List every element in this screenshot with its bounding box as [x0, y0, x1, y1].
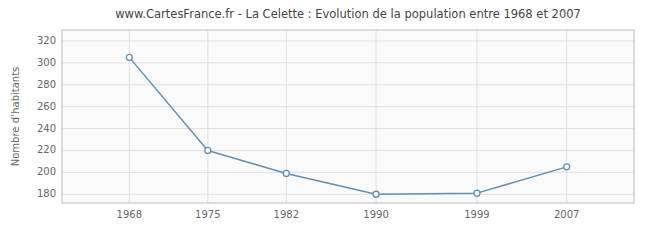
- y-grid-line: [62, 194, 634, 195]
- y-tick-label: 300: [37, 57, 56, 68]
- point-marker: [126, 54, 132, 60]
- series: [126, 54, 569, 197]
- y-tick-label: 320: [37, 35, 56, 46]
- x-tick-label: 1968: [117, 209, 142, 220]
- background: [0, 0, 650, 229]
- y-tick-label: 240: [37, 123, 56, 134]
- y-grid-line: [62, 84, 634, 85]
- y-tick-label: 220: [37, 144, 56, 155]
- point-marker: [564, 164, 570, 170]
- axes: 180 200 220 240 260 280 300 320 1968 1975 1982 1990…: [37, 35, 580, 220]
- chart-container: 180 200 220 240 260 280 300 320 1968 1975 1982 1990…: [0, 0, 650, 229]
- y-grid-line: [62, 106, 634, 107]
- plot-area: [62, 30, 634, 203]
- plot-frame: [62, 30, 634, 203]
- x-grid-line: [476, 30, 477, 203]
- grid: [62, 30, 634, 203]
- x-tick-label: 1982: [274, 209, 299, 220]
- chart-title: www.CartesFrance.fr - La Celette : Evolu…: [115, 7, 581, 21]
- y-tick-label: 280: [37, 79, 56, 90]
- y-tick-label: 180: [37, 188, 56, 199]
- y-grid-line: [62, 62, 634, 63]
- point-marker: [283, 170, 289, 176]
- y-grid-line: [62, 40, 634, 41]
- point-marker: [205, 147, 211, 153]
- y-axis-label: Nombre d’habitants: [10, 67, 21, 167]
- x-tick-label: 1990: [363, 209, 388, 220]
- series-line: [129, 57, 566, 194]
- y-tick-label: 260: [37, 101, 56, 112]
- point-marker: [474, 190, 480, 196]
- x-tick-label: 2007: [554, 209, 579, 220]
- x-grid-line: [376, 30, 377, 203]
- y-grid-line: [62, 150, 634, 151]
- point-marker: [373, 191, 379, 197]
- y-tick-label: 200: [37, 166, 56, 177]
- y-grid-line: [62, 128, 634, 129]
- x-grid-line: [207, 30, 208, 203]
- x-tick-label: 1999: [464, 209, 489, 220]
- chart-svg: 180 200 220 240 260 280 300 320 1968 1975 1982 1990…: [0, 0, 650, 229]
- x-grid-line: [566, 30, 567, 203]
- x-tick-label: 1975: [195, 209, 220, 220]
